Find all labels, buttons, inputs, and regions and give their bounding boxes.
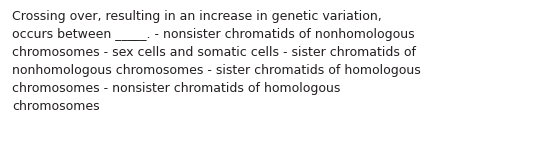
Text: nonhomologous chromosomes - sister chromatids of homologous: nonhomologous chromosomes - sister chrom… bbox=[12, 64, 421, 77]
Text: occurs between _____. - nonsister chromatids of nonhomologous: occurs between _____. - nonsister chroma… bbox=[12, 28, 415, 41]
Text: chromosomes - sex cells and somatic cells - sister chromatids of: chromosomes - sex cells and somatic cell… bbox=[12, 46, 416, 59]
Text: chromosomes: chromosomes bbox=[12, 100, 100, 113]
Text: chromosomes - nonsister chromatids of homologous: chromosomes - nonsister chromatids of ho… bbox=[12, 82, 340, 95]
Text: Crossing over, resulting in an increase in genetic variation,: Crossing over, resulting in an increase … bbox=[12, 10, 382, 23]
